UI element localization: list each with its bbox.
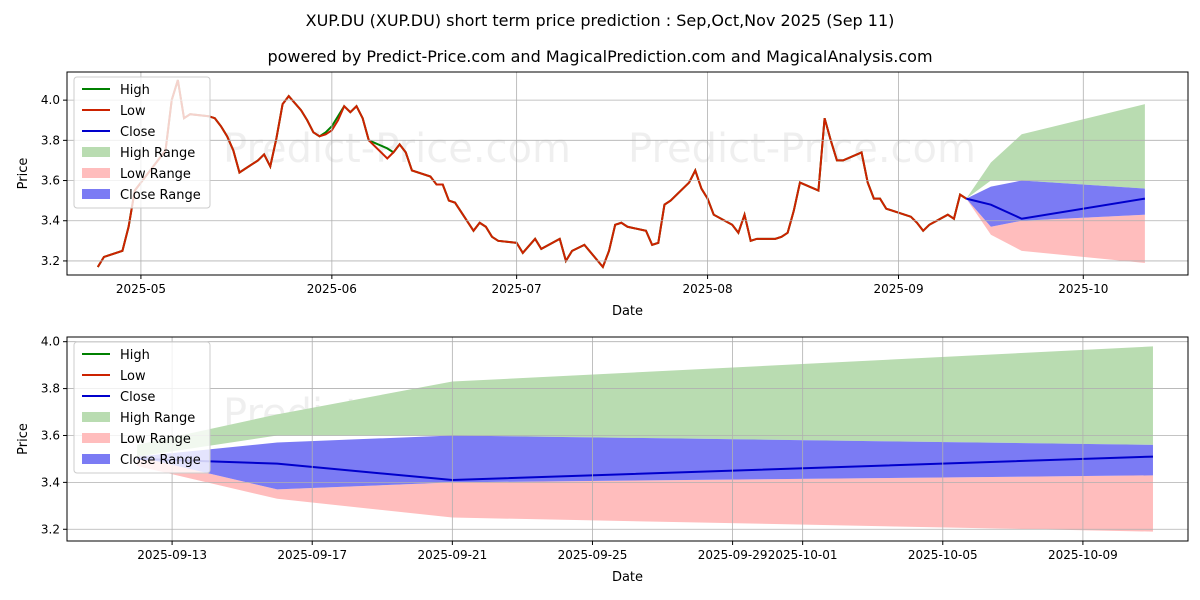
legend-swatch-high-range (82, 412, 110, 422)
legend-label-close: Close (120, 125, 155, 140)
y-axis-label: Price (16, 423, 31, 455)
legend-label-low-range: Low Range (120, 432, 191, 447)
x-tick-label: 2025-09-21 (417, 548, 487, 562)
chart-legend: High Low Close High Range Low Range Close Ran… (73, 341, 211, 474)
legend-label-close-range: Close Range (120, 453, 201, 468)
low-series-line (96, 79, 967, 269)
x-tick-label: 2025-10-05 (908, 548, 978, 562)
legend-swatch-low-range (82, 168, 110, 178)
watermark-text: Predict-Price.com (628, 276, 976, 322)
legend-swatch-close-range (82, 189, 110, 199)
x-tick-label: 2025-10-01 (768, 548, 838, 562)
low-range-band (137, 456, 1153, 532)
legend-label-close: Close (120, 390, 155, 405)
watermark-text: Predict-Price.com (628, 126, 976, 172)
y-tick-label: 4.0 (41, 93, 60, 107)
x-tick-label: 2025-09 (873, 282, 923, 296)
x-tick-label: 2025-09-17 (277, 548, 347, 562)
legend-label-high-range: High Range (120, 146, 195, 161)
x-tick-label: 2025-07 (492, 282, 542, 296)
y-tick-label: 3.4 (41, 214, 60, 228)
y-tick-label: 3.6 (41, 174, 60, 188)
x-axis-label: Date (612, 304, 643, 319)
x-tick-label: 2025-10 (1058, 282, 1108, 296)
watermark-text: Predict-Price.com (223, 541, 571, 587)
high-range-band (137, 346, 1153, 457)
x-tick-label: 2025-05 (116, 282, 166, 296)
high-range-band (966, 104, 1145, 199)
close-range-band (966, 180, 1145, 227)
legend-label-low-range: Low Range (120, 167, 191, 182)
legend-swatch-high-range (82, 147, 110, 157)
x-tick-label: 2025-06 (307, 282, 357, 296)
legend-label-low: Low (120, 369, 146, 384)
y-tick-label: 3.8 (41, 382, 60, 396)
x-tick-label: 2025-09-29 (698, 548, 768, 562)
y-tick-label: 4.0 (41, 335, 60, 349)
chart-panel-2: Predict-Price.comPredict-Price.comPredic… (16, 335, 1189, 587)
chart-title: XUP.DU (XUP.DU) short term price predict… (306, 11, 895, 30)
x-tick-label: 2025-09-25 (558, 548, 628, 562)
chart-panel-1: Predict-Price.com Predict-Price.comPredic… (16, 71, 1189, 322)
x-tick-label: 2025-10-09 (1048, 548, 1118, 562)
y-axis-label: Price (16, 158, 31, 190)
legend-label-low: Low (120, 104, 146, 119)
plot-frame (66, 71, 1189, 276)
close-range-band (137, 435, 1153, 490)
plot-frame (66, 336, 1189, 542)
x-tick-label: 2025-09-13 (137, 548, 207, 562)
chart-legend: High Low Close High Range Low Range Close Ran… (73, 76, 211, 209)
y-tick-label: 3.4 (41, 475, 60, 489)
y-tick-label: 3.8 (41, 133, 60, 147)
y-tick-label: 3.2 (41, 254, 60, 268)
legend-label-high: High (120, 348, 150, 363)
legend-label-high: High (120, 83, 150, 98)
low-range-band (966, 198, 1145, 263)
x-axis-label: Date (612, 570, 643, 585)
y-tick-label: 3.2 (41, 522, 60, 536)
legend-swatch-close-range (82, 454, 110, 464)
legend-label-high-range: High Range (120, 411, 195, 426)
x-tick-label: 2025-08 (683, 282, 733, 296)
chart-panels: Predict-Price.com Predict-Price.com Predic… (16, 71, 1189, 587)
plot-content: Predict-Price.comPredict-Price.comPredic… (137, 346, 1154, 587)
y-tick-label: 3.6 (41, 428, 60, 442)
chart-subtitle: powered by Predict-Price.com and Magical… (267, 47, 932, 66)
legend-label-close-range: Close Range (120, 188, 201, 203)
legend-swatch-low-range (82, 433, 110, 443)
